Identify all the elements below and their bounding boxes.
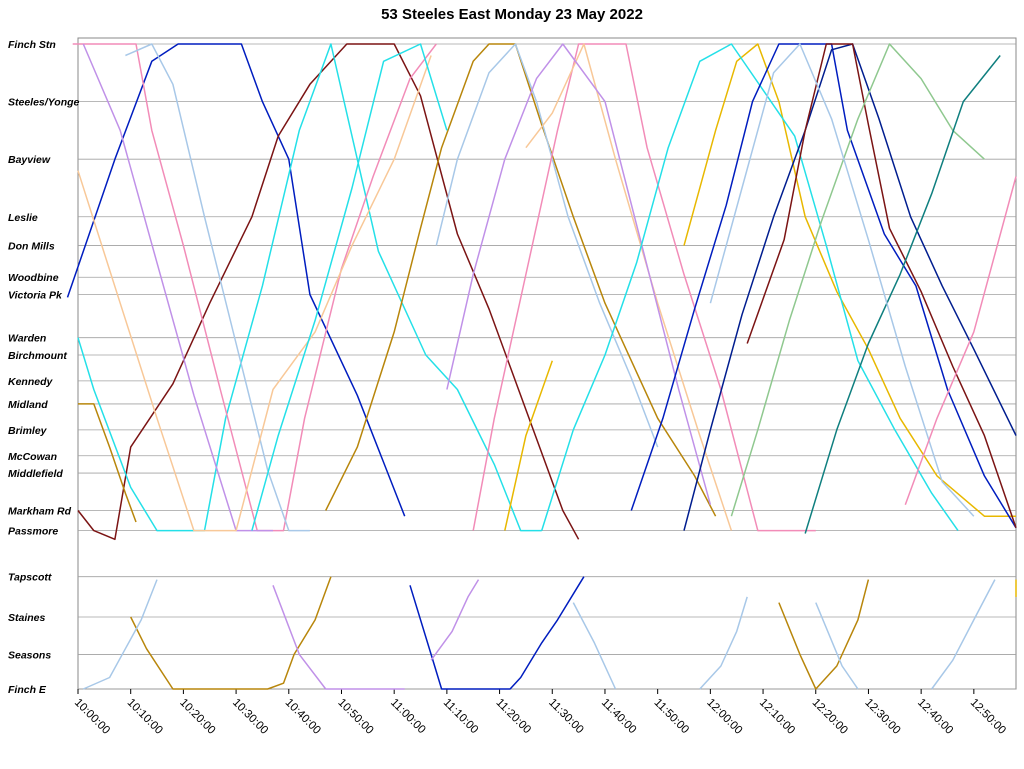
trip-line-25 <box>272 585 405 690</box>
stop-label-birchmount: Birchmount <box>8 350 67 362</box>
stop-label-steeles-yonge: Steeles/Yonge <box>8 97 80 109</box>
trip-line-0 <box>66 43 406 517</box>
stop-label-brimley: Brimley <box>8 425 48 437</box>
x-tick-label: 12:40:00 <box>915 697 955 737</box>
x-tick-label: 11:10:00 <box>441 697 481 737</box>
stop-label-midland: Midland <box>8 399 48 411</box>
x-tick-label: 10:00:00 <box>72 697 112 737</box>
trip-line-31 <box>778 579 870 690</box>
trip-line-12 <box>525 43 733 531</box>
stop-label-finch-e: Finch E <box>8 684 47 696</box>
trip-line-23 <box>904 176 1017 505</box>
trip-line-6 <box>82 43 273 532</box>
trip-line-3 <box>78 403 137 523</box>
stop-label-victoria-pk: Victoria Pk <box>8 290 63 302</box>
trip-line-32 <box>815 602 859 690</box>
trip-line-7 <box>125 43 310 532</box>
trip-line-10 <box>435 43 659 448</box>
trip-line-2 <box>77 43 542 532</box>
stop-label-don-mills: Don Mills <box>8 241 55 253</box>
trip-line-19 <box>746 43 1017 529</box>
trip-line-9 <box>251 43 448 531</box>
trip-line-8 <box>77 55 432 532</box>
stop-label-finch-stn: Finch Stn <box>8 39 56 51</box>
x-tick-label: 11:00:00 <box>388 697 428 737</box>
trip-line-16 <box>540 43 959 532</box>
stop-label-staines: Staines <box>8 612 46 624</box>
stop-label-bayview: Bayview <box>8 154 51 166</box>
x-tick-label: 12:30:00 <box>862 697 902 737</box>
trip-line-21 <box>804 55 1001 534</box>
grid-layer <box>77 43 1016 694</box>
x-tick-label: 11:20:00 <box>493 697 533 737</box>
x-tick-label: 11:40:00 <box>599 697 639 737</box>
x-tick-label: 10:30:00 <box>230 697 270 737</box>
trip-line-13 <box>446 43 712 505</box>
chart-title: 53 Steeles East Monday 23 May 2022 <box>381 6 643 23</box>
trip-line-30 <box>699 596 748 690</box>
x-tick-label: 11:50:00 <box>652 697 692 737</box>
stop-label-seasons: Seasons <box>8 649 51 661</box>
trip-line-26 <box>82 579 158 690</box>
stop-label-middlefield: Middlefield <box>8 468 63 480</box>
x-tick-label: 10:10:00 <box>125 697 165 737</box>
stop-label-warden: Warden <box>8 333 46 345</box>
x-tick-label: 12:20:00 <box>810 697 850 737</box>
trip-line-22 <box>709 43 975 517</box>
stop-label-leslie: Leslie <box>8 212 38 224</box>
x-tick-label: 10:50:00 <box>335 697 375 737</box>
x-tick-label: 10:40:00 <box>283 697 323 737</box>
stop-label-mccowan: McCowan <box>8 451 57 463</box>
x-tick-label: 11:30:00 <box>546 697 586 737</box>
trip-line-15 <box>683 43 1016 517</box>
trip-line-29 <box>572 602 617 690</box>
trip-line-14 <box>504 360 554 531</box>
trip-line-1 <box>77 43 580 541</box>
stop-label-kennedy: Kennedy <box>8 376 54 388</box>
trip-line-11 <box>472 43 816 532</box>
stop-label-tapscott: Tapscott <box>8 572 52 584</box>
x-tick-label: 12:50:00 <box>968 697 1008 737</box>
series-layer <box>66 43 1017 690</box>
stop-label-passmore: Passmore <box>8 526 58 538</box>
x-tick-label: 10:20:00 <box>177 697 217 737</box>
x-tick-label: 12:10:00 <box>757 697 797 737</box>
x-tick-label: 12:00:00 <box>704 697 744 737</box>
trip-line-33 <box>931 579 996 690</box>
trip-line-18 <box>683 43 1017 531</box>
stop-label-markham-rd: Markham Rd <box>8 505 72 517</box>
trip-line-28 <box>430 579 480 661</box>
trip-line-24 <box>130 576 332 690</box>
trip-line-27 <box>409 576 585 690</box>
trip-line-20 <box>730 43 985 517</box>
stop-label-woodbine: Woodbine <box>8 272 59 284</box>
